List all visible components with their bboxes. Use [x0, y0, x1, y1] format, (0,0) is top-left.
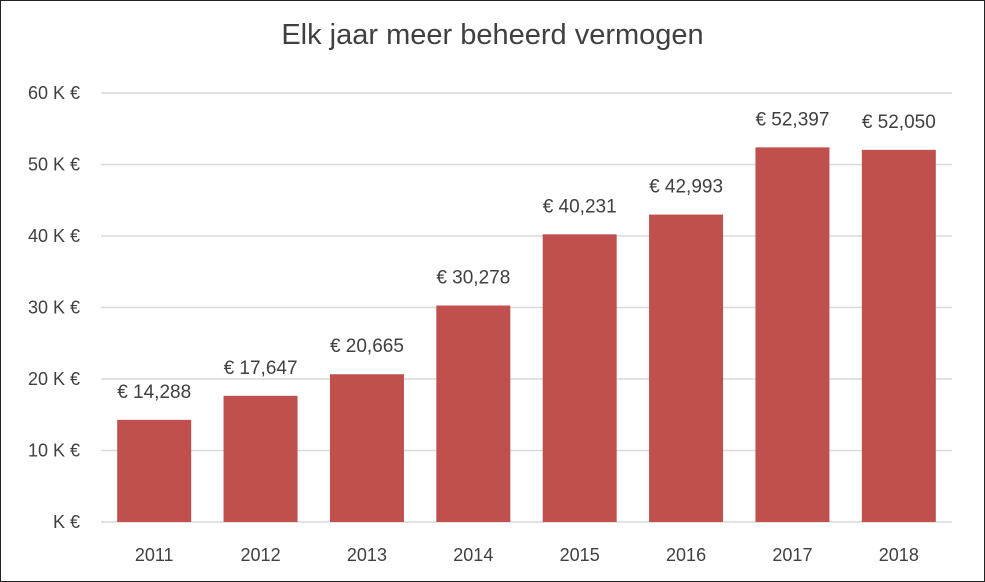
- data-label: € 20,665: [330, 336, 404, 357]
- bar-2018: [861, 149, 936, 522]
- data-label: € 42,993: [649, 177, 723, 198]
- y-tick-label: 60 K €: [28, 83, 80, 103]
- data-label: € 52,050: [862, 112, 936, 133]
- bar-2012: [223, 395, 298, 522]
- x-tick-label: 2015: [560, 545, 600, 565]
- y-tick-label: 50 K €: [28, 155, 80, 175]
- bar-2013: [329, 374, 404, 522]
- bar-2017: [755, 147, 830, 522]
- x-tick-label: 2013: [347, 545, 387, 565]
- data-label: € 40,231: [543, 196, 617, 217]
- y-tick-label: 20 K €: [28, 369, 80, 389]
- x-tick-label: 2014: [453, 545, 493, 565]
- x-tick-label: 2011: [135, 545, 174, 565]
- data-label: € 17,647: [224, 358, 298, 379]
- bar-2016: [649, 214, 724, 523]
- bar-2011: [117, 419, 192, 522]
- data-label: € 52,397: [755, 109, 829, 130]
- x-tick-label: 2016: [666, 545, 706, 565]
- x-tick-label: 2018: [879, 545, 919, 565]
- y-tick-label: 30 K €: [28, 298, 80, 318]
- bar-2014: [436, 305, 511, 522]
- bar-2015: [542, 234, 617, 523]
- chart-title: Elk jaar meer beheerd vermogen: [281, 19, 704, 51]
- y-tick-label: K €: [53, 512, 80, 532]
- x-tick-label: 2017: [772, 545, 812, 565]
- data-label: € 14,288: [117, 382, 191, 403]
- x-tick-label: 2012: [241, 545, 281, 565]
- data-label: € 30,278: [436, 268, 510, 289]
- y-tick-label: 10 K €: [28, 441, 80, 461]
- y-tick-label: 40 K €: [28, 226, 80, 246]
